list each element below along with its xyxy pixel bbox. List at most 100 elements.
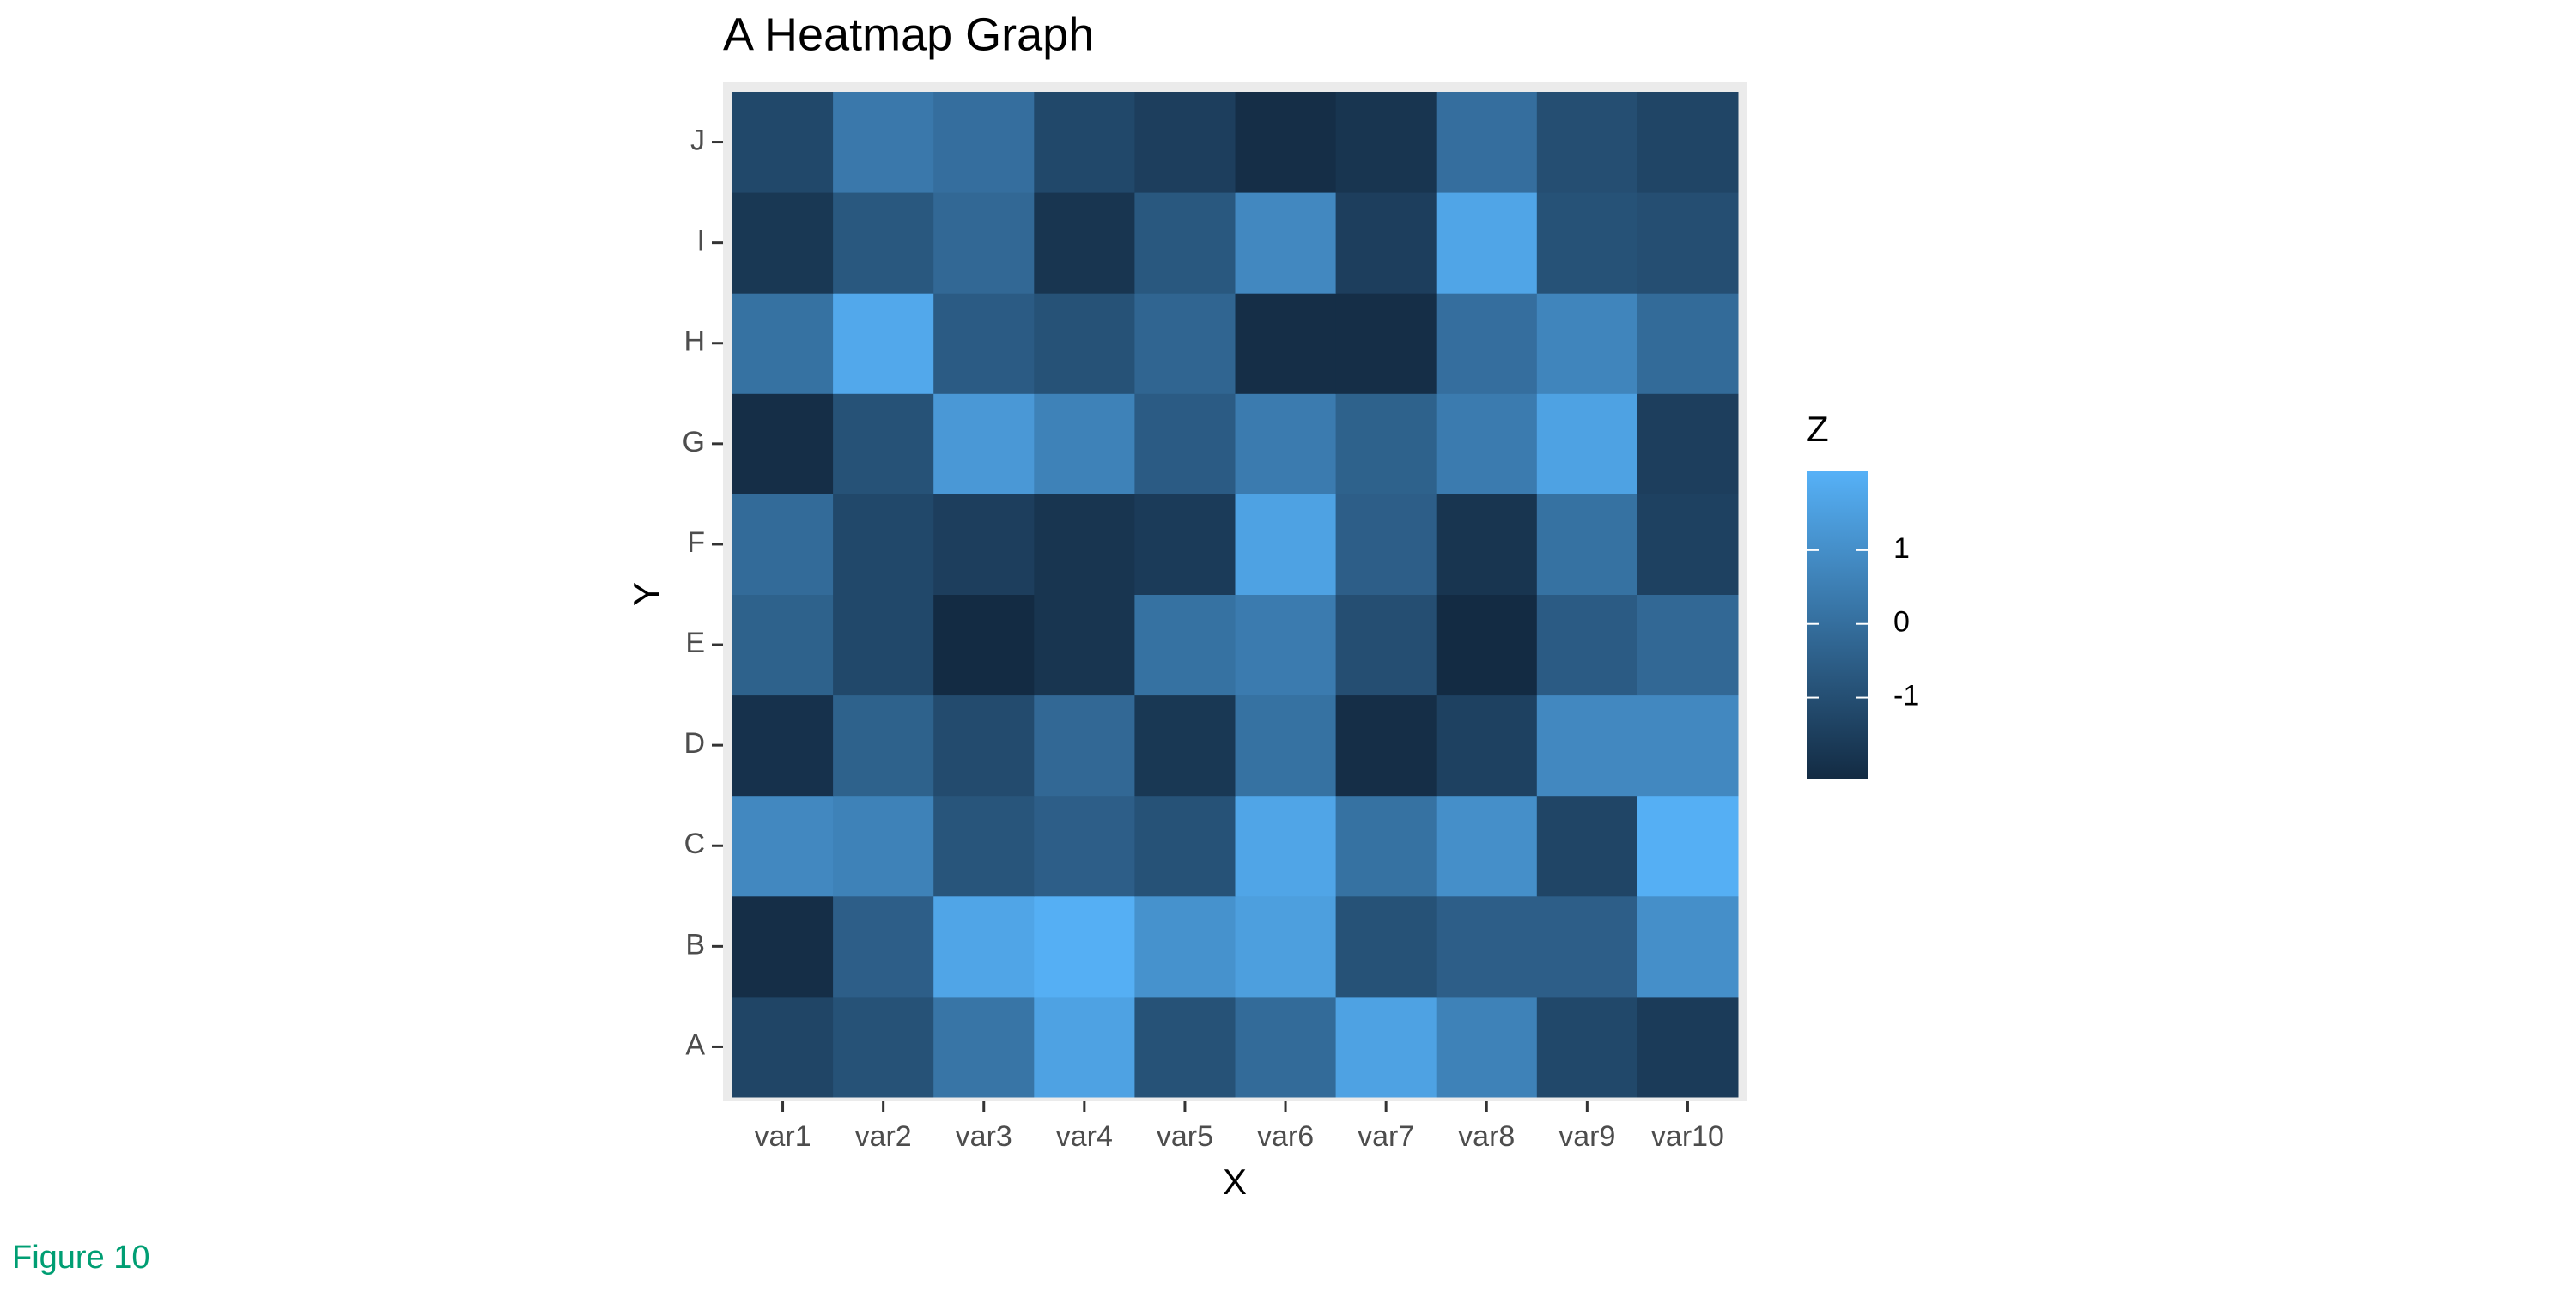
y-tick-label: E bbox=[685, 627, 705, 659]
heat-cell bbox=[1134, 594, 1236, 696]
heat-cell bbox=[1335, 293, 1437, 394]
heat-cell bbox=[1637, 594, 1739, 696]
y-tick-label: F bbox=[687, 526, 705, 559]
heat-cell bbox=[1134, 293, 1236, 394]
heat-cell bbox=[1335, 393, 1437, 494]
heat-cell bbox=[833, 795, 934, 897]
heat-cell bbox=[1235, 895, 1337, 998]
heat-cell bbox=[1335, 594, 1437, 696]
heat-cell bbox=[1034, 494, 1135, 595]
heat-cell bbox=[1134, 996, 1236, 1098]
heat-cell bbox=[1034, 293, 1135, 394]
x-tick-label: var10 bbox=[1651, 1120, 1724, 1153]
heat-cell bbox=[1536, 695, 1638, 797]
x-tick-label: var4 bbox=[1056, 1120, 1113, 1153]
heat-cell bbox=[1134, 393, 1236, 494]
heat-cell bbox=[1436, 494, 1538, 595]
heat-cell bbox=[1335, 895, 1437, 998]
heat-cell bbox=[1235, 494, 1337, 595]
heat-cell bbox=[1637, 192, 1739, 294]
x-tick-label: var5 bbox=[1157, 1120, 1213, 1153]
heat-cell bbox=[1235, 795, 1337, 897]
heat-cell bbox=[1436, 293, 1538, 394]
legend-tick-label: 1 bbox=[1893, 532, 1910, 565]
y-tick-label: H bbox=[683, 325, 705, 358]
x-tick-label: var9 bbox=[1558, 1120, 1615, 1153]
heat-cell bbox=[1637, 494, 1739, 595]
x-tick-label: var3 bbox=[956, 1120, 1012, 1153]
heat-cell bbox=[1235, 293, 1337, 394]
heat-cell bbox=[1134, 795, 1236, 897]
heat-cell bbox=[1637, 92, 1739, 193]
heat-cell bbox=[833, 594, 934, 696]
heat-cell bbox=[1034, 393, 1135, 494]
heat-cell bbox=[833, 293, 934, 394]
heat-cell bbox=[732, 393, 834, 494]
heat-cell bbox=[933, 695, 1035, 797]
heat-cell bbox=[1637, 293, 1739, 394]
heat-cell bbox=[933, 594, 1035, 696]
heat-cell bbox=[1034, 192, 1135, 294]
heat-cell bbox=[732, 795, 834, 897]
heat-cell bbox=[732, 494, 834, 595]
heat-cell bbox=[1034, 895, 1135, 998]
heat-cell bbox=[1436, 996, 1538, 1098]
heat-cell bbox=[1235, 393, 1337, 494]
heat-cell bbox=[1536, 393, 1638, 494]
heat-cell bbox=[1235, 594, 1337, 696]
heat-cell bbox=[833, 92, 934, 193]
y-axis-title: Y bbox=[626, 582, 666, 606]
heat-cell bbox=[833, 192, 934, 294]
heat-cell bbox=[732, 695, 834, 797]
legend-colorbar bbox=[1807, 471, 1868, 779]
heat-cell bbox=[1134, 92, 1236, 193]
heat-cell bbox=[833, 895, 934, 998]
x-axis-title: X bbox=[1223, 1162, 1247, 1202]
heat-cell bbox=[732, 92, 834, 193]
heat-cell bbox=[1134, 695, 1236, 797]
heat-cell bbox=[833, 695, 934, 797]
heat-cell bbox=[1034, 695, 1135, 797]
heat-cell bbox=[1235, 695, 1337, 797]
y-tick-label: J bbox=[690, 124, 705, 157]
y-tick-label: B bbox=[685, 928, 705, 961]
heat-cell bbox=[1335, 996, 1437, 1098]
chart-title: A Heatmap Graph bbox=[723, 9, 1094, 60]
heat-cell bbox=[1134, 895, 1236, 998]
x-tick-label: var7 bbox=[1358, 1120, 1414, 1153]
caption: Figure 10 bbox=[12, 1240, 150, 1276]
heat-cell bbox=[1436, 795, 1538, 897]
heat-cell bbox=[933, 895, 1035, 998]
heat-cell bbox=[1436, 393, 1538, 494]
heat-cell bbox=[1637, 695, 1739, 797]
x-tick-label: var8 bbox=[1458, 1120, 1515, 1153]
x-tick-label: var6 bbox=[1257, 1120, 1314, 1153]
legend-tick-label: -1 bbox=[1893, 680, 1919, 713]
heat-cell bbox=[1637, 795, 1739, 897]
heat-cell bbox=[1436, 92, 1538, 193]
heat-cell bbox=[1536, 594, 1638, 696]
heat-cell bbox=[1235, 192, 1337, 294]
heat-cell bbox=[1637, 393, 1739, 494]
heat-cell bbox=[1034, 594, 1135, 696]
y-tick-label: A bbox=[685, 1028, 705, 1061]
heat-cell bbox=[1637, 895, 1739, 998]
heat-cell bbox=[732, 996, 834, 1098]
heat-cell bbox=[1034, 92, 1135, 193]
heat-cell bbox=[933, 92, 1035, 193]
heat-cell bbox=[1536, 795, 1638, 897]
heat-cell bbox=[1436, 594, 1538, 696]
heat-cell bbox=[1536, 293, 1638, 394]
heat-cell bbox=[1235, 92, 1337, 193]
heat-cell bbox=[933, 795, 1035, 897]
heat-cell bbox=[933, 996, 1035, 1098]
heat-cell bbox=[1335, 92, 1437, 193]
heat-cell bbox=[1335, 494, 1437, 595]
heat-cell bbox=[1034, 795, 1135, 897]
heat-cell bbox=[1235, 996, 1337, 1098]
y-tick-label: G bbox=[683, 426, 705, 458]
heat-cell bbox=[732, 293, 834, 394]
x-tick-label: var2 bbox=[855, 1120, 912, 1153]
legend-title: Z bbox=[1807, 409, 1829, 449]
heat-cell bbox=[1536, 996, 1638, 1098]
